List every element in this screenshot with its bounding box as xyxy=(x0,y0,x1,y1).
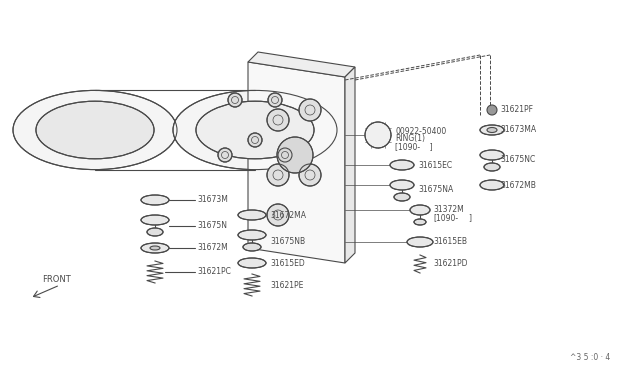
Text: 31673MA: 31673MA xyxy=(500,125,536,135)
Text: 31621PC: 31621PC xyxy=(197,267,231,276)
Circle shape xyxy=(277,137,313,173)
Text: 31615EB: 31615EB xyxy=(433,237,467,247)
Text: 31672MA: 31672MA xyxy=(270,211,306,219)
Text: 31675NA: 31675NA xyxy=(418,186,453,195)
Text: 31615ED: 31615ED xyxy=(270,259,305,267)
Circle shape xyxy=(267,164,289,186)
Circle shape xyxy=(487,105,497,115)
Text: ]: ] xyxy=(468,214,471,222)
Text: 31621PE: 31621PE xyxy=(270,280,303,289)
Text: 31621PF: 31621PF xyxy=(500,106,533,115)
Ellipse shape xyxy=(484,163,500,171)
Ellipse shape xyxy=(410,205,430,215)
Text: 31673M: 31673M xyxy=(197,196,228,205)
Ellipse shape xyxy=(141,195,169,205)
Ellipse shape xyxy=(480,150,504,160)
Text: 31672M: 31672M xyxy=(197,244,228,253)
Circle shape xyxy=(267,109,289,131)
Text: 31675N: 31675N xyxy=(197,221,227,231)
Polygon shape xyxy=(248,62,345,263)
Text: [1090-: [1090- xyxy=(433,214,458,222)
Circle shape xyxy=(299,99,321,121)
Ellipse shape xyxy=(13,90,177,170)
Circle shape xyxy=(228,93,242,107)
Circle shape xyxy=(365,122,391,148)
Polygon shape xyxy=(345,67,355,263)
Ellipse shape xyxy=(243,243,261,251)
Ellipse shape xyxy=(480,180,504,190)
Text: [1090-    ]: [1090- ] xyxy=(395,142,433,151)
Circle shape xyxy=(218,148,232,162)
Circle shape xyxy=(278,148,292,162)
Circle shape xyxy=(267,204,289,226)
Text: ^3 5 :0 · 4: ^3 5 :0 · 4 xyxy=(570,353,611,362)
Text: RING(1): RING(1) xyxy=(395,135,425,144)
Ellipse shape xyxy=(238,258,266,268)
Text: FRONT: FRONT xyxy=(42,276,71,285)
Ellipse shape xyxy=(238,210,266,220)
Polygon shape xyxy=(248,52,355,77)
Ellipse shape xyxy=(147,228,163,236)
Ellipse shape xyxy=(238,230,266,240)
Ellipse shape xyxy=(414,219,426,225)
Circle shape xyxy=(299,164,321,186)
Ellipse shape xyxy=(36,101,154,159)
Ellipse shape xyxy=(141,215,169,225)
Text: 31675NC: 31675NC xyxy=(500,155,535,164)
Ellipse shape xyxy=(487,128,497,132)
Text: 31672MB: 31672MB xyxy=(500,180,536,189)
Ellipse shape xyxy=(141,243,169,253)
Text: 31675NB: 31675NB xyxy=(270,237,305,246)
Circle shape xyxy=(268,93,282,107)
Ellipse shape xyxy=(150,246,160,250)
Ellipse shape xyxy=(390,180,414,190)
Ellipse shape xyxy=(196,101,314,159)
Text: 31372M: 31372M xyxy=(433,205,464,215)
Text: 31615EC: 31615EC xyxy=(418,160,452,170)
Text: 31621PD: 31621PD xyxy=(433,260,467,269)
Ellipse shape xyxy=(394,193,410,201)
Ellipse shape xyxy=(173,90,337,170)
Ellipse shape xyxy=(390,160,414,170)
Text: 00922-50400: 00922-50400 xyxy=(395,126,446,135)
Ellipse shape xyxy=(480,125,504,135)
Circle shape xyxy=(248,133,262,147)
Ellipse shape xyxy=(407,237,433,247)
